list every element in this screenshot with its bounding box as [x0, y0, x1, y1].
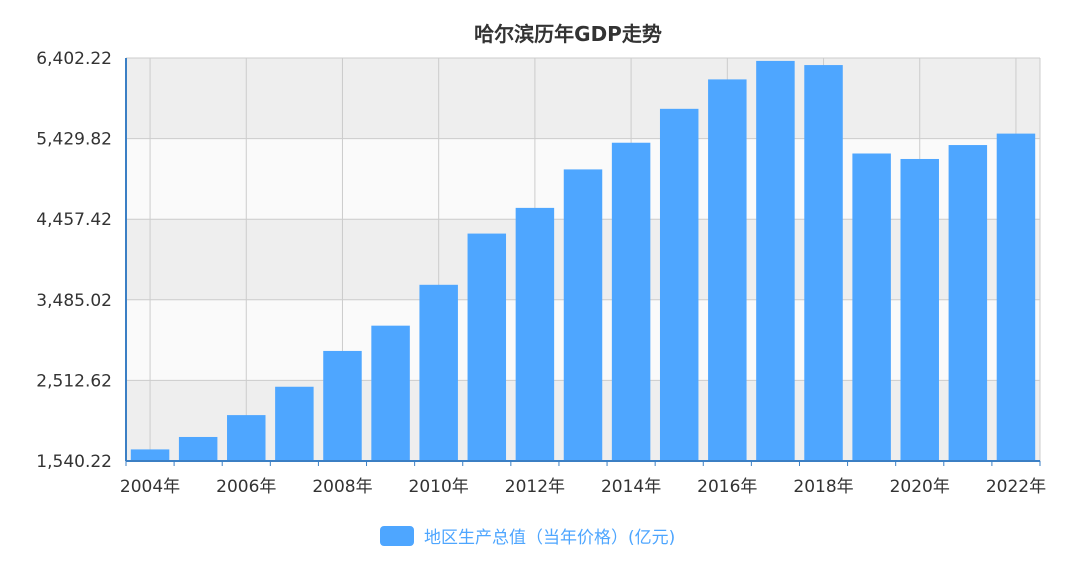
bar [178, 436, 218, 461]
bar [515, 207, 555, 461]
bar-series [130, 60, 1036, 461]
x-axis-labels: 2004年 2006年 2008年 2010年 2012年 2014年 2016年 2018年… [120, 477, 1046, 497]
x-tick-label: 2022年 [986, 477, 1046, 497]
x-tick-label: 2020年 [890, 477, 950, 497]
y-tick-label: 5,429.82 [36, 130, 112, 150]
x-tick-label: 2008年 [312, 477, 372, 497]
plot-band [126, 58, 1040, 139]
y-axis-labels: 1,540.22 2,512.62 3,485.02 4,457.42 5,429.82… [36, 49, 112, 472]
x-tick-label: 2006年 [216, 477, 276, 497]
bar [563, 169, 603, 461]
bar [852, 153, 891, 461]
bar [323, 350, 362, 461]
y-tick-label: 4,457.42 [36, 210, 112, 230]
bar [467, 233, 507, 461]
bar [611, 142, 651, 461]
legend[interactable]: 地区生产总值（当年价格）(亿元) [380, 526, 675, 548]
x-tick-label: 2018年 [793, 477, 853, 497]
x-tick-label: 2014年 [601, 477, 661, 497]
bar [275, 386, 314, 461]
x-tick-label: 2012年 [505, 477, 565, 497]
x-tick-label: 2016年 [697, 477, 757, 497]
bar [419, 284, 458, 461]
legend-label[interactable]: 地区生产总值（当年价格）(亿元) [424, 528, 675, 548]
bar [804, 65, 843, 461]
bar [948, 145, 988, 461]
axes [125, 58, 1041, 466]
y-tick-label: 3,485.02 [36, 291, 112, 311]
legend-swatch[interactable] [380, 526, 414, 546]
x-tick-label: 2010年 [409, 477, 469, 497]
bar [227, 415, 266, 461]
y-tick-label: 6,402.22 [36, 49, 112, 69]
y-tick-label: 1,540.22 [36, 452, 112, 472]
y-tick-label: 2,512.62 [36, 371, 112, 391]
bar [659, 108, 699, 461]
x-tick-label: 2004年 [120, 477, 180, 497]
bar [130, 449, 170, 461]
bar [756, 60, 795, 461]
bar [900, 158, 939, 461]
bar [708, 79, 747, 461]
bar [371, 325, 410, 461]
bar [996, 133, 1036, 461]
chart-title: 哈尔滨历年GDP走势 [474, 22, 662, 46]
